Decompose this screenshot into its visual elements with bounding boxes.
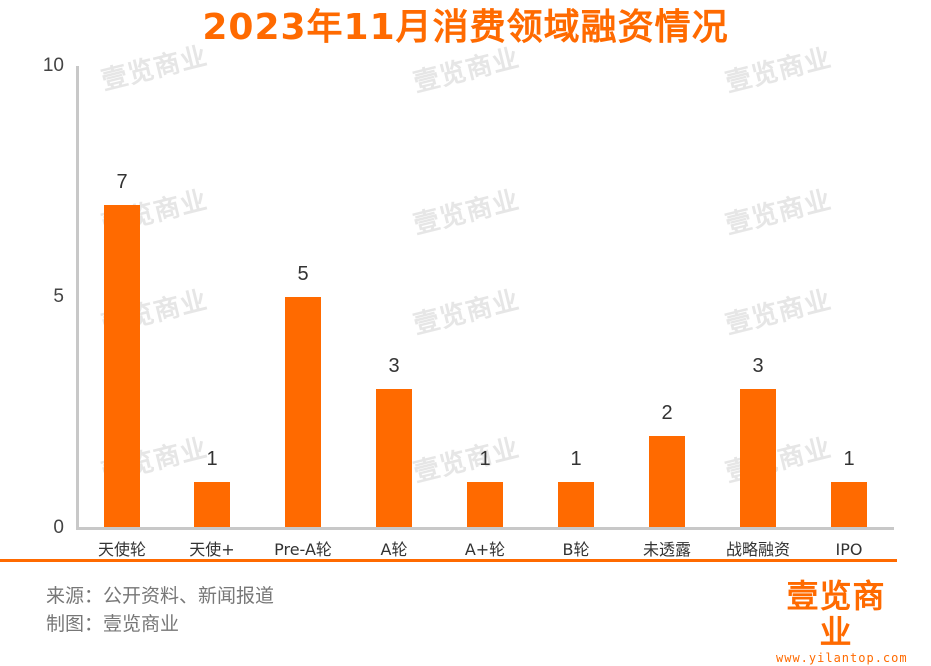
bar bbox=[467, 481, 503, 528]
bar bbox=[285, 297, 321, 528]
y-axis bbox=[76, 66, 79, 530]
bar bbox=[376, 389, 412, 528]
bar-value-label: 1 bbox=[206, 447, 218, 470]
bar-value-label: 1 bbox=[479, 447, 491, 470]
y-tick-5: 5 bbox=[53, 286, 64, 307]
brand-logo: 壹览商业 www.yilantop.com bbox=[776, 577, 908, 666]
bar-value-label: 3 bbox=[752, 355, 764, 378]
category-label: 天使+ bbox=[189, 540, 235, 559]
category-label: A轮 bbox=[380, 540, 408, 559]
category-label: Pre-A轮 bbox=[274, 540, 332, 559]
category-label: 天使轮 bbox=[97, 540, 146, 559]
bar bbox=[194, 481, 230, 528]
x-axis bbox=[76, 527, 894, 530]
chart-title: 2023年11月消费领域融资情况 bbox=[202, 7, 729, 48]
category-label: 战略融资 bbox=[725, 540, 790, 559]
bar-value-label: 5 bbox=[297, 263, 309, 285]
credit-note: 制图：壹览商业 bbox=[46, 613, 180, 635]
bar bbox=[831, 481, 867, 528]
logo-name: 壹览商业 bbox=[786, 577, 886, 651]
category-label: IPO bbox=[835, 540, 863, 559]
y-tick-0: 0 bbox=[53, 517, 64, 538]
category-label: 未透露 bbox=[642, 540, 691, 559]
y-tick-10: 10 bbox=[42, 55, 64, 76]
bar bbox=[740, 389, 776, 528]
bar-value-label: 3 bbox=[388, 355, 400, 378]
bar-value-label: 1 bbox=[570, 447, 582, 470]
bar-chart: 10 5 0 7 1 5 3 1 1 2 3 1 天使轮 天使+ Pre-A轮 A轮 A+轮 B… bbox=[42, 55, 894, 559]
bar bbox=[104, 204, 140, 528]
logo-url: www.yilantop.com bbox=[776, 651, 908, 665]
bar bbox=[558, 481, 594, 528]
category-label: A+轮 bbox=[464, 540, 506, 559]
bar-value-label: 7 bbox=[116, 170, 128, 193]
source-note: 来源：公开资料、新闻报道 bbox=[46, 585, 275, 607]
bar-value-label: 2 bbox=[661, 401, 673, 424]
bar bbox=[649, 435, 685, 528]
category-label: B轮 bbox=[562, 540, 590, 559]
footer-separator bbox=[0, 559, 897, 562]
bar-value-label: 1 bbox=[843, 447, 855, 470]
